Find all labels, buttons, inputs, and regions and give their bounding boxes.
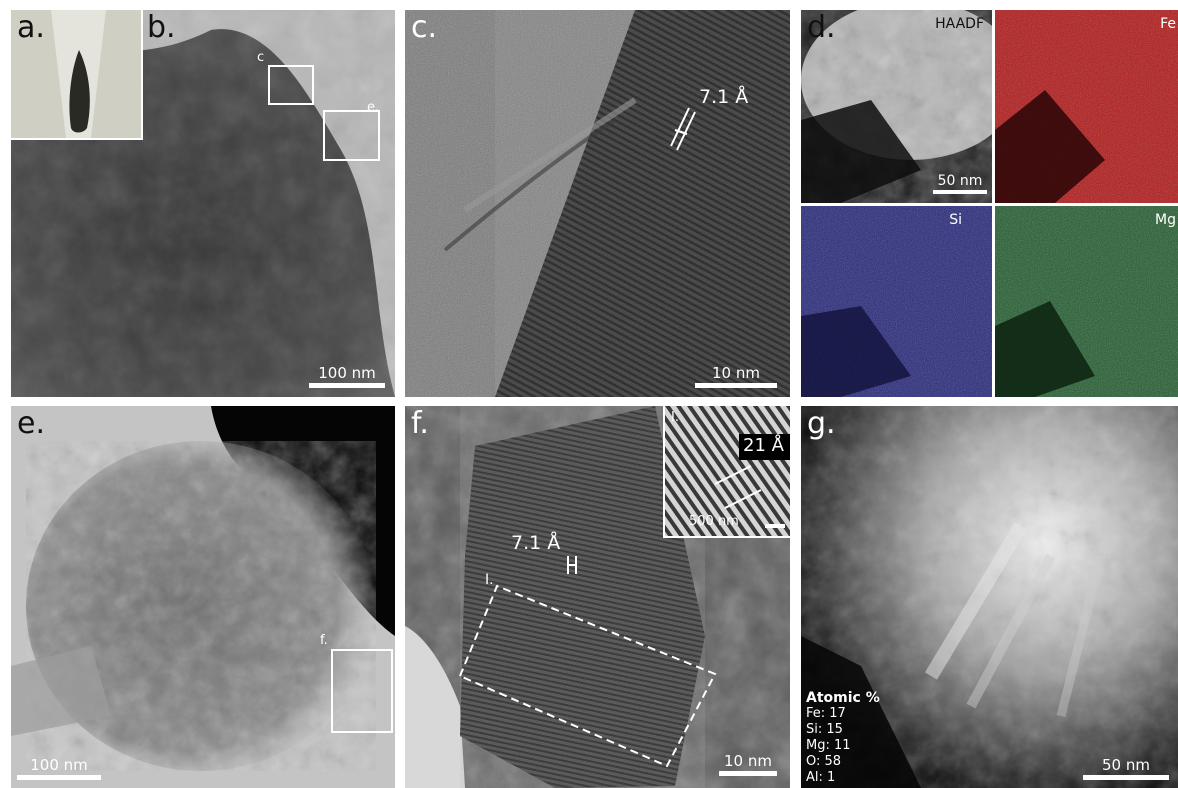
panel-e-tem-image: e. f. 100 nm (11, 406, 395, 788)
panel-f-label: f. (411, 406, 429, 441)
panel-a-photo: a. (11, 10, 143, 140)
roi-box-e (323, 110, 380, 161)
scale-bar-f-line (719, 771, 777, 776)
inset-fft-filtered: I. 21 Å 500 nm (663, 406, 790, 538)
composition-mg: Mg: 11 (806, 738, 851, 753)
roi-label-c: c (257, 50, 265, 65)
panel-e-label: e. (17, 406, 45, 441)
composition-title: Atomic % (806, 690, 880, 706)
roi-label-e: e. (367, 100, 380, 115)
roi-box-f (331, 649, 393, 733)
composition-o: O: 58 (806, 754, 842, 769)
panel-b-label: b. (147, 10, 176, 45)
map-label-si: Si (949, 212, 962, 228)
scale-bar-e: 100 nm (17, 756, 101, 780)
scale-bar-b-label: 100 nm (318, 364, 376, 382)
scale-bar-d-label: 50 nm (937, 173, 983, 189)
inset-label: I. (671, 410, 679, 425)
map-haadf-image (801, 10, 992, 203)
scale-bar-d: 50 nm (933, 173, 987, 194)
scale-bar-c-label: 10 nm (712, 364, 760, 382)
roi-label-f: f. (320, 633, 328, 648)
roi-box-c (268, 65, 314, 105)
scale-bar-f: 10 nm (719, 752, 777, 776)
panel-f-spacing: 7.1 Å (511, 532, 561, 554)
scale-bar-c: 10 nm (695, 364, 777, 388)
inset-spacing: 21 Å (743, 435, 784, 456)
map-si-image (801, 206, 992, 397)
map-haadf: HAADF 50 nm d. (801, 10, 992, 203)
scale-bar-d-line (933, 190, 987, 194)
inset-wave-image (665, 406, 790, 536)
panel-b-image (11, 10, 395, 397)
map-mg: Mg (995, 206, 1178, 397)
scale-bar-f-label: 10 nm (724, 752, 772, 770)
panel-d-label: d. (807, 10, 836, 45)
scale-bar-b: 100 nm (309, 364, 385, 388)
composition-si: Si: 15 (806, 722, 843, 737)
panel-f-image (405, 406, 790, 788)
scale-bar-c-line (695, 383, 777, 388)
panel-c-label: c. (411, 10, 438, 45)
panel-a-label: a. (17, 10, 45, 45)
map-si: Si (801, 206, 992, 397)
map-label-fe: Fe (1160, 16, 1176, 32)
panel-c-spacing: 7.1 Å (699, 86, 749, 108)
panel-d-eds-maps: HAADF 50 nm d. Fe Si Mg (801, 10, 1178, 397)
atomic-composition: Atomic % Fe: 17 Si: 15 Mg: 11 O: 58 Al: … (806, 690, 880, 786)
scale-bar-g: 50 nm (1083, 756, 1169, 780)
map-mg-image (995, 206, 1178, 397)
map-fe: Fe (995, 10, 1178, 203)
panel-f-hrtem-image: f. 7.1 Å I. I. 21 Å 500 nm 10 nm (405, 406, 790, 788)
inset-scale-line (765, 524, 785, 528)
panel-g-label: g. (807, 406, 836, 441)
panel-g-image (801, 406, 1178, 788)
scale-bar-g-label: 50 nm (1102, 756, 1150, 774)
inset-scale-label: 500 nm (689, 514, 739, 529)
panel-g-haadf-image: g. Atomic % Fe: 17 Si: 15 Mg: 11 O: 58 A… (801, 406, 1178, 788)
scale-bar-e-line (17, 775, 101, 780)
panel-b-tem-image: a. b. c e. 100 nm (11, 10, 395, 397)
scale-bar-g-line (1083, 775, 1169, 780)
composition-fe: Fe: 17 (806, 706, 846, 721)
vial-photo (11, 10, 141, 138)
panel-c-hrtem-image: c. 7.1 Å 10 nm (405, 10, 790, 397)
map-label-mg: Mg (1155, 212, 1176, 228)
map-fe-image (995, 10, 1178, 203)
map-label-haadf: HAADF (935, 16, 984, 32)
roi-label-i: I. (485, 572, 494, 588)
scale-bar-b-line (309, 383, 385, 388)
panel-c-image (405, 10, 790, 397)
composition-al: Al: 1 (806, 770, 836, 785)
scale-bar-e-label: 100 nm (30, 756, 88, 774)
